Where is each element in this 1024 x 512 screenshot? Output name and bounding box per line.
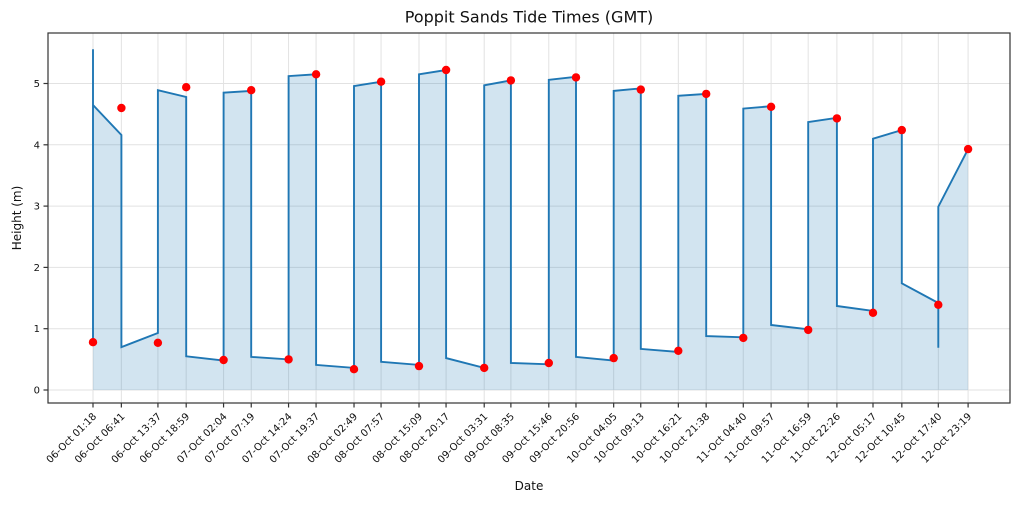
y-axis-label: Height (m)	[10, 185, 24, 251]
tide-point-marker	[153, 338, 163, 347]
tide-line	[92, 49, 969, 370]
chart-title: Poppit Sands Tide Times (GMT)	[404, 7, 654, 27]
tide-point-marker	[376, 77, 386, 86]
tide-point-marker	[804, 325, 813, 335]
tide-point-marker	[766, 102, 776, 112]
tide-point-marker	[739, 333, 748, 343]
tide-point-marker	[414, 361, 424, 371]
tide-point-marker	[674, 346, 683, 355]
tide-point-marker	[247, 86, 256, 95]
tide-point-marker	[506, 76, 516, 85]
tide-point-marker	[868, 308, 878, 317]
tide-point-marker	[934, 300, 943, 309]
tide-point-marker	[963, 144, 973, 154]
y-tick-label: 1	[34, 324, 40, 335]
tide-point-marker	[897, 125, 906, 135]
tide-point-marker	[88, 338, 98, 347]
tide-point-marker	[117, 103, 126, 113]
y-tick-label: 3	[34, 202, 40, 213]
y-tick-label: 4	[34, 140, 40, 151]
tide-point-marker	[636, 85, 645, 94]
tide-point-marker	[284, 355, 293, 364]
tide-point-marker	[609, 353, 618, 363]
tide-point-marker	[480, 363, 489, 373]
x-tick-label: 06-Oct 01:18	[45, 411, 99, 465]
tide-point-marker	[832, 114, 842, 123]
tide-point-marker	[349, 365, 359, 374]
tide-area-fill	[93, 49, 969, 390]
y-tick-label: 0	[34, 386, 40, 397]
tide-point-marker	[571, 73, 581, 82]
x-axis-label: Date	[514, 479, 544, 493]
tide-point-marker	[182, 83, 191, 92]
tide-point-marker	[702, 89, 711, 99]
tide-point-marker	[441, 65, 451, 75]
y-tick-label: 5	[34, 79, 40, 90]
plot-frame	[47, 32, 1011, 404]
tide-point-marker	[219, 355, 228, 365]
y-tick-label: 2	[34, 263, 40, 274]
tide-point-marker	[544, 358, 553, 368]
tide-point-marker	[311, 70, 321, 79]
